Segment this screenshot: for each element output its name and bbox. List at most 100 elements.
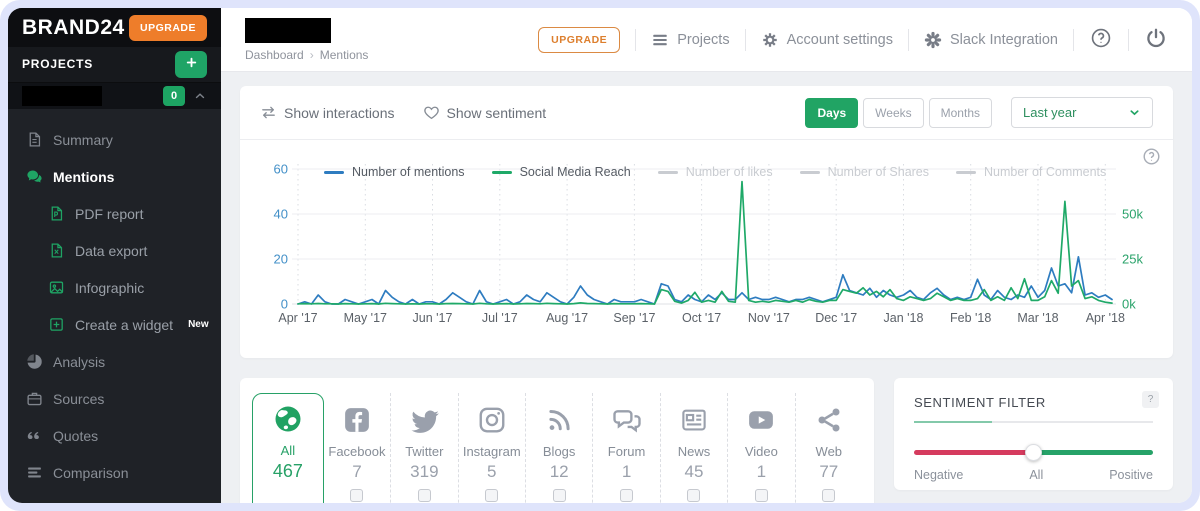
source-label: All xyxy=(280,443,296,458)
document-icon xyxy=(26,131,43,148)
question-icon xyxy=(1090,27,1112,52)
source-checkbox[interactable] xyxy=(485,489,499,502)
source-filter-all[interactable]: All 467 xyxy=(252,393,324,503)
sentiment-label-positive[interactable]: Positive xyxy=(1109,468,1153,482)
source-filter-video[interactable]: Video 1 xyxy=(727,393,794,503)
facebook-icon xyxy=(342,405,372,435)
add-project-button[interactable] xyxy=(175,50,207,78)
help-button[interactable] xyxy=(1089,28,1113,52)
range-buttons: Days Weeks Months Last year xyxy=(805,97,1153,128)
chevron-down-icon xyxy=(1128,106,1141,119)
source-checkbox[interactable] xyxy=(822,489,836,502)
nav-item-label: Account settings xyxy=(786,31,893,48)
sidebar-item-infographic[interactable]: Infographic xyxy=(8,269,221,306)
brand24-logo[interactable]: BRAND24 xyxy=(22,15,125,39)
legend-item-number-of-comments[interactable]: Number of Comments xyxy=(956,165,1106,179)
globe-icon xyxy=(273,404,303,434)
sidebar-item-sources[interactable]: Sources xyxy=(8,380,221,417)
svg-text:Oct '17: Oct '17 xyxy=(682,311,721,325)
topbar-upgrade-button[interactable]: UPGRADE xyxy=(538,26,621,53)
show-interactions-label: Show interactions xyxy=(284,104,395,121)
logout-button[interactable] xyxy=(1144,28,1168,52)
legend-item-number-of-likes[interactable]: Number of likes xyxy=(657,165,773,179)
source-label: News xyxy=(677,444,711,459)
svg-text:0k: 0k xyxy=(1122,297,1136,312)
chart-legend: Number of mentions Social Media Reach Numb… xyxy=(324,165,1106,179)
source-filter-web[interactable]: Web 77 xyxy=(794,393,862,503)
legend-swatch xyxy=(956,170,977,174)
show-sentiment-toggle[interactable]: Show sentiment xyxy=(423,104,546,121)
source-filter-twitter[interactable]: Twitter 319 xyxy=(390,393,457,503)
project-row[interactable]: 0 xyxy=(8,82,221,110)
projects-header: PROJECTS xyxy=(8,47,221,83)
mentions-time-series-chart[interactable]: 0 20 40 60 0k 25k 50k Apr '17 May '17 Jun '17 Jul … xyxy=(254,144,1157,342)
source-filter-blogs[interactable]: Blogs 12 xyxy=(524,393,592,503)
sidebar-item-analysis[interactable]: Analysis xyxy=(8,343,221,380)
svg-text:Jun '17: Jun '17 xyxy=(413,311,453,325)
sentiment-slider-handle[interactable] xyxy=(1024,444,1042,461)
source-filter-forum[interactable]: Forum 1 xyxy=(592,393,659,503)
nav-item-label: Slack Integration xyxy=(949,31,1058,48)
main-area: Dashboard › Mentions UPGRADE Projects Acc… xyxy=(221,8,1192,503)
period-select[interactable]: Last year xyxy=(1011,97,1153,128)
source-checkbox[interactable] xyxy=(754,489,768,502)
sidebar-item-create-widget[interactable]: Create a widget New xyxy=(8,306,221,343)
svg-text:60: 60 xyxy=(274,162,288,177)
source-checkbox[interactable] xyxy=(620,489,634,502)
sidebar-item-quotes[interactable]: Quotes xyxy=(8,417,221,454)
project-mention-count-badge: 0 xyxy=(163,85,185,106)
source-checkbox[interactable] xyxy=(350,489,364,502)
sidebar-item-summary[interactable]: Summary xyxy=(8,121,221,158)
sidebar-item-data-export[interactable]: Data export xyxy=(8,232,221,269)
sidebar-upgrade-button[interactable]: UPGRADE xyxy=(128,14,207,41)
range-button-days[interactable]: Days xyxy=(805,97,859,128)
sources-list: All 467 Facebook 7 Twitter 319 Instagram 5 Blogs… xyxy=(252,393,862,503)
breadcrumb-dashboard[interactable]: Dashboard xyxy=(245,47,304,62)
show-interactions-toggle[interactable]: Show interactions xyxy=(260,104,395,121)
topbar: Dashboard › Mentions UPGRADE Projects Acc… xyxy=(221,8,1192,72)
separator xyxy=(907,28,909,51)
sidebar-item-pdf-report[interactable]: PDF report xyxy=(8,195,221,232)
widget-icon xyxy=(48,316,65,333)
topbar-actions: UPGRADE Projects Account settings Slack In… xyxy=(538,26,1168,53)
sentiment-filter-panel: SENTIMENT FILTER ? Negative A xyxy=(894,378,1173,490)
sidebar-item-comparison[interactable]: Comparison xyxy=(8,454,221,491)
source-filter-news[interactable]: News 45 xyxy=(659,393,727,503)
redacted-project-name xyxy=(22,85,102,106)
sentiment-label-negative[interactable]: Negative xyxy=(914,468,964,482)
source-label: Instagram xyxy=(462,444,521,459)
sidebar-item-mentions[interactable]: Mentions xyxy=(8,158,221,195)
svg-text:Aug '17: Aug '17 xyxy=(546,311,588,325)
sentiment-slider[interactable] xyxy=(914,444,1153,461)
pdf-icon xyxy=(48,205,65,222)
share-icon xyxy=(814,405,844,435)
source-checkbox[interactable] xyxy=(552,489,566,502)
source-label: Facebook xyxy=(328,444,386,459)
image-icon xyxy=(48,279,65,296)
legend-label: Social Media Reach xyxy=(519,165,631,179)
legend-item-number-of-shares[interactable]: Number of Shares xyxy=(799,165,929,179)
source-count: 1 xyxy=(621,462,632,481)
legend-item-number-of-mentions[interactable]: Number of mentions xyxy=(324,165,465,179)
source-count: 1 xyxy=(756,462,767,481)
source-filter-facebook[interactable]: Facebook 7 xyxy=(324,393,390,503)
source-label: Web xyxy=(815,444,843,459)
sentiment-label-all[interactable]: All xyxy=(1029,468,1044,482)
sentiment-filter-title: SENTIMENT FILTER xyxy=(914,395,1046,410)
sidebar-item-label: Create a widget xyxy=(75,316,174,333)
range-button-weeks[interactable]: Weeks xyxy=(863,97,924,128)
nav-item-projects[interactable]: Projects xyxy=(651,31,730,49)
chevron-up-icon[interactable] xyxy=(193,89,207,103)
source-filter-instagram[interactable]: Instagram 5 xyxy=(457,393,525,503)
sentiment-help-icon[interactable]: ? xyxy=(1142,391,1159,408)
source-checkbox[interactable] xyxy=(417,489,431,502)
sentiment-positive-track xyxy=(1033,450,1153,455)
nav-item-slack-integration[interactable]: Slack Integration xyxy=(924,31,1058,49)
nav-item-account-settings[interactable]: Account settings xyxy=(761,31,893,49)
breadcrumb-block: Dashboard › Mentions xyxy=(245,17,368,62)
spreadsheet-icon xyxy=(48,242,65,259)
source-checkbox[interactable] xyxy=(687,489,701,502)
range-button-months[interactable]: Months xyxy=(928,97,992,128)
legend-item-social-media-reach[interactable]: Social Media Reach xyxy=(491,165,631,179)
chart-help-icon[interactable] xyxy=(1142,147,1161,166)
